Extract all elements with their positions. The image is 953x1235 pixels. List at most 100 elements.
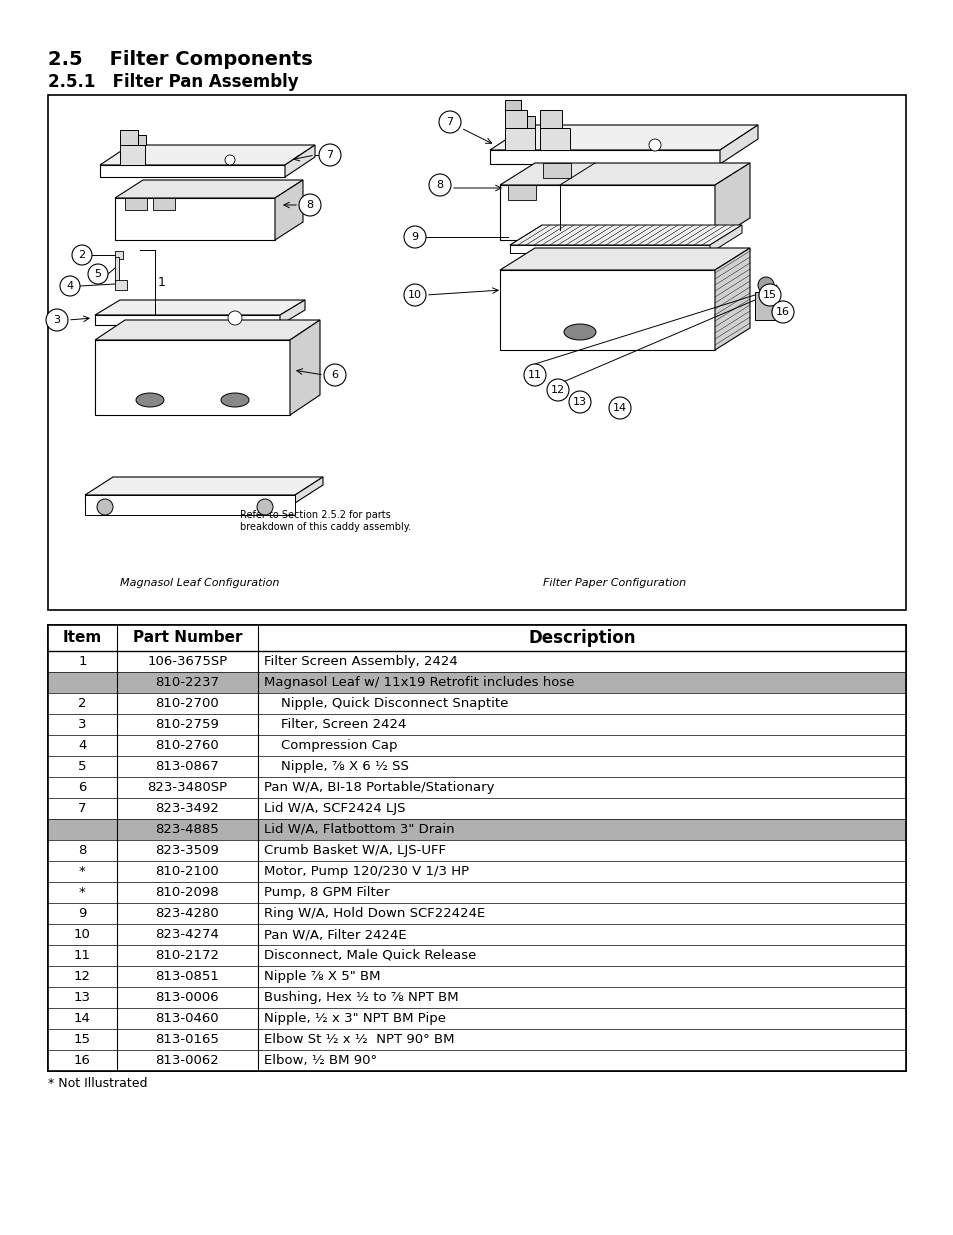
Bar (48, 987, 905, 1008)
Bar (48, 735, 905, 756)
Text: 810-2237: 810-2237 (155, 676, 219, 689)
Polygon shape (720, 125, 758, 164)
Text: 4: 4 (78, 739, 87, 752)
Bar (48, 625, 905, 651)
Text: 11: 11 (73, 948, 91, 962)
Text: Filter Paper Configuration: Filter Paper Configuration (543, 578, 686, 588)
Bar (539, 128, 569, 149)
Text: Description: Description (528, 629, 636, 647)
Text: Refer to Section 2.5.2 for parts
breakdown of this caddy assembly.: Refer to Section 2.5.2 for parts breakdo… (240, 510, 411, 531)
Text: Part Number: Part Number (132, 631, 242, 646)
Text: 813-0165: 813-0165 (155, 1032, 219, 1046)
Polygon shape (115, 180, 303, 198)
Text: 810-2172: 810-2172 (155, 948, 219, 962)
Text: 4: 4 (67, 282, 73, 291)
Text: Filter, Screen 2424: Filter, Screen 2424 (264, 718, 406, 731)
Bar (48, 1050, 905, 1071)
Text: 823-4280: 823-4280 (155, 906, 219, 920)
Text: 813-0867: 813-0867 (155, 760, 219, 773)
Text: Disconnect, Male Quick Release: Disconnect, Male Quick Release (264, 948, 476, 962)
Bar (48, 903, 905, 924)
Bar (48, 945, 905, 966)
Text: 7: 7 (446, 117, 453, 127)
Circle shape (318, 144, 340, 165)
Text: 7: 7 (326, 149, 334, 161)
Circle shape (546, 379, 568, 401)
Circle shape (523, 364, 545, 387)
Text: Motor, Pump 120/230 V 1/3 HP: Motor, Pump 120/230 V 1/3 HP (264, 864, 469, 878)
Circle shape (324, 364, 346, 387)
Text: 823-3492: 823-3492 (155, 802, 219, 815)
Circle shape (71, 245, 91, 266)
Polygon shape (714, 163, 749, 240)
Text: 1: 1 (78, 655, 87, 668)
Text: 10: 10 (73, 927, 91, 941)
Text: 810-2098: 810-2098 (155, 885, 219, 899)
Bar (48, 840, 905, 861)
Circle shape (403, 284, 426, 306)
Text: Item: Item (63, 631, 102, 646)
Bar (48, 625, 905, 1071)
Polygon shape (100, 165, 285, 177)
Polygon shape (285, 144, 314, 177)
Text: Lid W/A, SCF2424 LJS: Lid W/A, SCF2424 LJS (264, 802, 405, 815)
Text: 813-0460: 813-0460 (155, 1011, 219, 1025)
Circle shape (225, 156, 234, 165)
Bar (115, 280, 127, 290)
Text: 8: 8 (78, 844, 87, 857)
Polygon shape (274, 180, 303, 240)
Bar (526, 116, 535, 128)
Bar (48, 714, 905, 735)
Text: 106-3675SP: 106-3675SP (147, 655, 228, 668)
Circle shape (771, 301, 793, 324)
Text: 2: 2 (78, 249, 86, 261)
Text: 813-0006: 813-0006 (155, 990, 219, 1004)
Text: *: * (79, 864, 86, 878)
Text: 2: 2 (78, 697, 87, 710)
Text: 823-3480SP: 823-3480SP (147, 781, 227, 794)
Ellipse shape (136, 393, 164, 408)
Text: 8: 8 (306, 200, 314, 210)
Circle shape (438, 111, 460, 133)
Text: 14: 14 (612, 403, 626, 412)
Bar (48, 95, 905, 610)
Text: 823-3509: 823-3509 (155, 844, 219, 857)
Ellipse shape (563, 324, 596, 340)
Text: Crumb Basket W/A, LJS-UFF: Crumb Basket W/A, LJS-UFF (264, 844, 446, 857)
Bar (125, 198, 147, 210)
Text: 12: 12 (551, 385, 564, 395)
Bar (115, 251, 123, 259)
Text: 15: 15 (73, 1032, 91, 1046)
Text: Magnasol Leaf Configuration: Magnasol Leaf Configuration (120, 578, 279, 588)
Circle shape (46, 309, 68, 331)
Text: Bushing, Hex ½ to ⅞ NPT BM: Bushing, Hex ½ to ⅞ NPT BM (264, 990, 458, 1004)
Circle shape (60, 275, 80, 296)
Bar (48, 924, 905, 945)
Text: 813-0851: 813-0851 (155, 969, 219, 983)
Polygon shape (85, 495, 294, 515)
Circle shape (758, 277, 773, 293)
Text: 12: 12 (73, 969, 91, 983)
Text: 813-0062: 813-0062 (155, 1053, 219, 1067)
Bar (115, 257, 119, 282)
Bar (48, 798, 905, 819)
Text: 823-4885: 823-4885 (155, 823, 219, 836)
Text: 14: 14 (73, 1011, 91, 1025)
Polygon shape (709, 225, 741, 253)
Ellipse shape (221, 393, 249, 408)
Polygon shape (490, 149, 720, 164)
Polygon shape (95, 320, 319, 340)
Circle shape (403, 226, 426, 248)
Polygon shape (499, 163, 749, 185)
Polygon shape (510, 225, 741, 245)
Text: 2.5    Filter Components: 2.5 Filter Components (48, 49, 313, 69)
Text: Lid W/A, Flatbottom 3" Drain: Lid W/A, Flatbottom 3" Drain (264, 823, 455, 836)
Text: Elbow St ½ x ½  NPT 90° BM: Elbow St ½ x ½ NPT 90° BM (264, 1032, 455, 1046)
Text: 9: 9 (78, 906, 87, 920)
Polygon shape (499, 248, 749, 270)
Text: Nipple, ⅞ X 6 ½ SS: Nipple, ⅞ X 6 ½ SS (264, 760, 409, 773)
Text: 6: 6 (78, 781, 87, 794)
Circle shape (608, 396, 630, 419)
Circle shape (228, 311, 242, 325)
Polygon shape (294, 477, 323, 503)
